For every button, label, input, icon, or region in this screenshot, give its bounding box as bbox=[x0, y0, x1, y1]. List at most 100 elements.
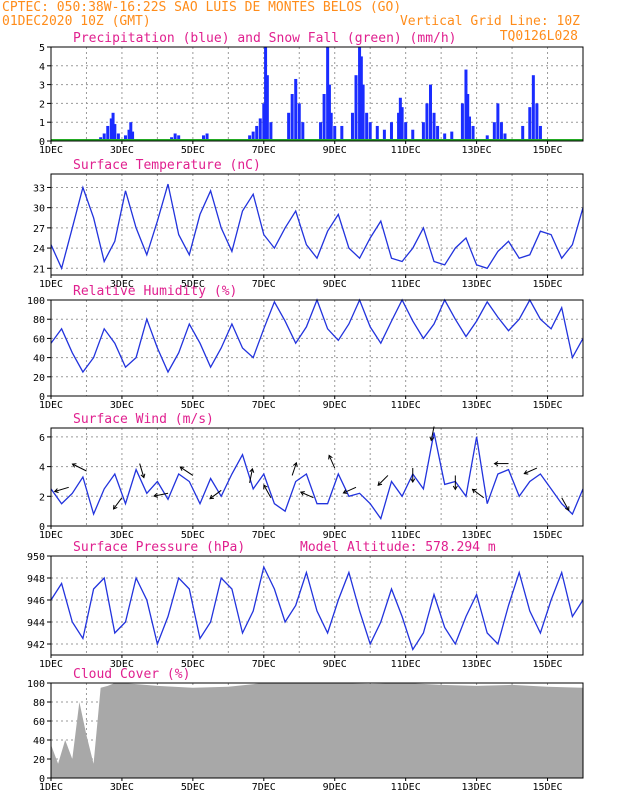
precip-bar bbox=[432, 112, 436, 141]
y-tick-label: 80 bbox=[33, 698, 45, 709]
wind-arrow bbox=[300, 491, 314, 499]
wind-arrow-head bbox=[209, 494, 215, 500]
header-grid-note: Vertical Grid Line: 10Z bbox=[400, 14, 580, 29]
x-tick-label: 1DEC bbox=[39, 279, 63, 290]
x-tick-label: 11DEC bbox=[391, 782, 421, 793]
precip-bar bbox=[131, 131, 135, 141]
y-tick-label: 2 bbox=[39, 492, 45, 503]
x-tick-label: 9DEC bbox=[323, 782, 347, 793]
header-model-code: TQ0126L028 bbox=[500, 29, 578, 44]
wind-arrow bbox=[291, 462, 297, 476]
y-tick-label: 0 bbox=[39, 392, 45, 403]
precip-bar bbox=[389, 122, 393, 141]
precip-bar bbox=[359, 56, 363, 141]
x-tick-label: 13DEC bbox=[462, 145, 492, 156]
panel-title-precip: Precipitation (blue) and Snow Fall (gree… bbox=[73, 31, 457, 46]
x-tick-label: 9DEC bbox=[323, 530, 347, 541]
x-tick-label: 7DEC bbox=[252, 659, 276, 670]
panel-title-cloud: Cloud Cover (%) bbox=[73, 667, 190, 682]
x-tick-label: 3DEC bbox=[110, 145, 134, 156]
panel-cloud: Cloud Cover (%) 0 20 40 60 80 100 1DEC 3DEC 5DEC 7… bbox=[27, 667, 584, 793]
panel-frame bbox=[50, 427, 584, 527]
y-tick-label: 100 bbox=[27, 679, 45, 690]
precip-bar bbox=[116, 133, 120, 141]
y-tick-label: 40 bbox=[33, 354, 45, 365]
series-line-rh bbox=[50, 298, 584, 374]
panel-extra-pres: Model Altitude: 578.294 m bbox=[300, 540, 496, 555]
y-tick-label: 0 bbox=[39, 774, 45, 785]
precip-bar bbox=[258, 118, 262, 141]
wind-arrow bbox=[263, 484, 272, 498]
precip-bar bbox=[301, 122, 305, 141]
precip-bar bbox=[129, 122, 133, 141]
precip-bar bbox=[111, 112, 115, 141]
precip-bar bbox=[528, 107, 532, 141]
precip-bar bbox=[503, 133, 507, 141]
precip-bar bbox=[329, 112, 333, 141]
x-tick-label: 15DEC bbox=[532, 659, 562, 670]
panel-precip: Precipitation (blue) and Snow Fall (gree… bbox=[39, 31, 584, 156]
precip-bar bbox=[202, 135, 206, 141]
y-tick-label: 3 bbox=[39, 81, 45, 92]
x-tick-label: 15DEC bbox=[532, 400, 562, 411]
wind-arrow-head bbox=[523, 470, 529, 475]
precip-bar bbox=[173, 133, 177, 141]
y-tick-label: 20 bbox=[33, 373, 45, 384]
wind-arrow bbox=[113, 497, 123, 510]
x-tick-label: 1DEC bbox=[39, 530, 63, 541]
wind-arrow bbox=[54, 486, 69, 493]
y-tick-label: 4 bbox=[39, 62, 45, 73]
precip-bar bbox=[397, 112, 401, 141]
precip-bar bbox=[492, 122, 496, 141]
y-tick-label: 24 bbox=[33, 244, 45, 255]
x-tick-label: 15DEC bbox=[532, 530, 562, 541]
wind-arrow bbox=[328, 455, 336, 469]
wind-arrow bbox=[430, 426, 435, 441]
wind-arrow-head bbox=[429, 436, 435, 442]
x-tick-label: 7DEC bbox=[252, 782, 276, 793]
panel-title-rh: Relative Humidity (%) bbox=[73, 284, 237, 299]
x-tick-label: 13DEC bbox=[462, 659, 492, 670]
wind-arrow bbox=[561, 497, 570, 511]
precip-bar bbox=[340, 125, 344, 141]
precip-bar bbox=[294, 78, 298, 141]
x-tick-label: 7DEC bbox=[252, 530, 276, 541]
precip-bar bbox=[485, 135, 489, 141]
wind-arrow-head bbox=[112, 504, 118, 510]
y-tick-label: 30 bbox=[33, 204, 45, 215]
x-tick-label: 13DEC bbox=[462, 530, 492, 541]
x-tick-label: 9DEC bbox=[323, 279, 347, 290]
precip-bar bbox=[466, 94, 470, 141]
x-tick-label: 11DEC bbox=[391, 279, 421, 290]
panel-frame bbox=[50, 555, 584, 656]
y-tick-label: 0 bbox=[39, 137, 45, 148]
x-tick-label: 13DEC bbox=[462, 782, 492, 793]
y-tick-label: 20 bbox=[33, 755, 45, 766]
header-init-time: 01DEC2020 10Z (GMT) bbox=[2, 14, 151, 29]
series-line-temp bbox=[50, 183, 584, 271]
precip-bar bbox=[326, 47, 330, 141]
panel-frame bbox=[50, 299, 584, 397]
panel-title-wind: Surface Wind (m/s) bbox=[73, 412, 214, 427]
wind-arrow bbox=[524, 467, 538, 475]
x-tick-label: 7DEC bbox=[252, 145, 276, 156]
wind-arrow-head bbox=[153, 493, 158, 498]
y-tick-label: 4 bbox=[39, 463, 45, 474]
x-tick-label: 15DEC bbox=[532, 145, 562, 156]
header-station: CPTEC: 050:38W-16:22S SAO LUIS DE MONTES… bbox=[2, 0, 401, 15]
precip-bar bbox=[365, 112, 369, 141]
x-tick-label: 1DEC bbox=[39, 782, 63, 793]
y-tick-label: 2 bbox=[39, 99, 45, 110]
wind-arrow-head bbox=[342, 489, 348, 494]
y-tick-label: 950 bbox=[27, 552, 45, 563]
x-tick-label: 9DEC bbox=[323, 659, 347, 670]
panel-pres: Surface Pressure (hPa) Model Altitude: 57… bbox=[27, 540, 584, 670]
wind-arrow bbox=[139, 463, 145, 478]
x-tick-label: 5DEC bbox=[181, 145, 205, 156]
precip-bar bbox=[297, 103, 301, 141]
x-tick-label: 11DEC bbox=[391, 530, 421, 541]
precip-bar bbox=[375, 125, 379, 141]
precip-bar bbox=[521, 125, 525, 141]
y-tick-label: 40 bbox=[33, 736, 45, 747]
